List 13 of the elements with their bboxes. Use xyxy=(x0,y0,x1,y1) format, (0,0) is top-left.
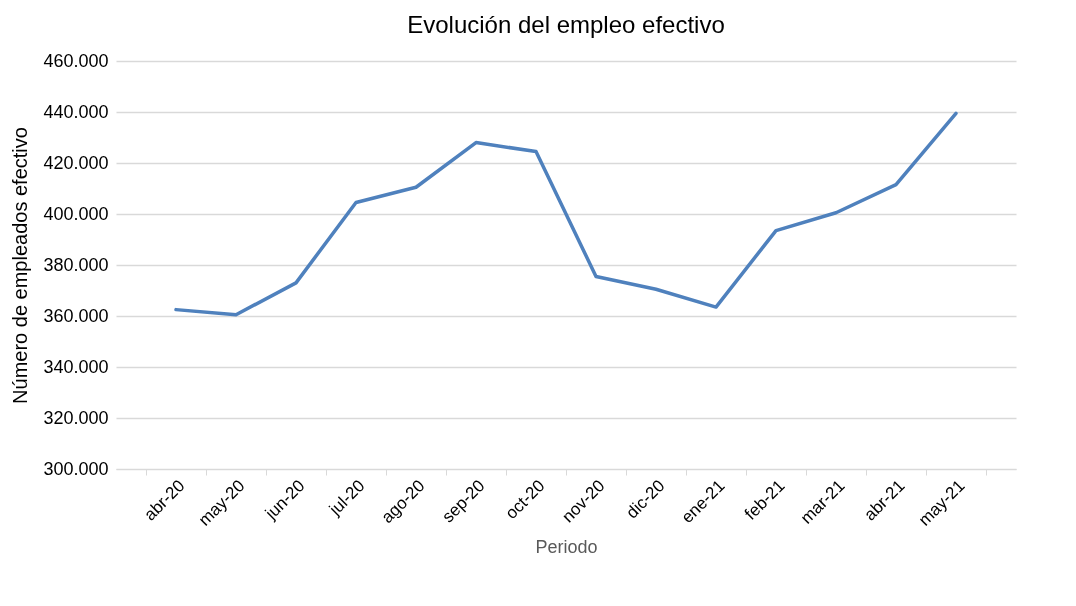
y-tick-label: 300.000 xyxy=(43,458,109,479)
chart-title: Evolución del empleo efectivo xyxy=(407,11,725,38)
y-tick-label: 460.000 xyxy=(43,50,109,71)
y-tick-label: 400.000 xyxy=(43,203,109,224)
x-axis-title: Periodo xyxy=(535,536,598,557)
y-tick-label: 360.000 xyxy=(43,305,109,326)
line-series xyxy=(174,111,958,317)
y-tick-label: 440.000 xyxy=(43,101,109,122)
y-tick-label: 320.000 xyxy=(43,407,109,428)
y-tick-label: 340.000 xyxy=(43,356,109,377)
y-tick-label: 420.000 xyxy=(43,152,109,173)
y-axis-title: Número de empleados efectivo xyxy=(9,127,32,404)
y-tick-label: 380.000 xyxy=(43,254,109,275)
